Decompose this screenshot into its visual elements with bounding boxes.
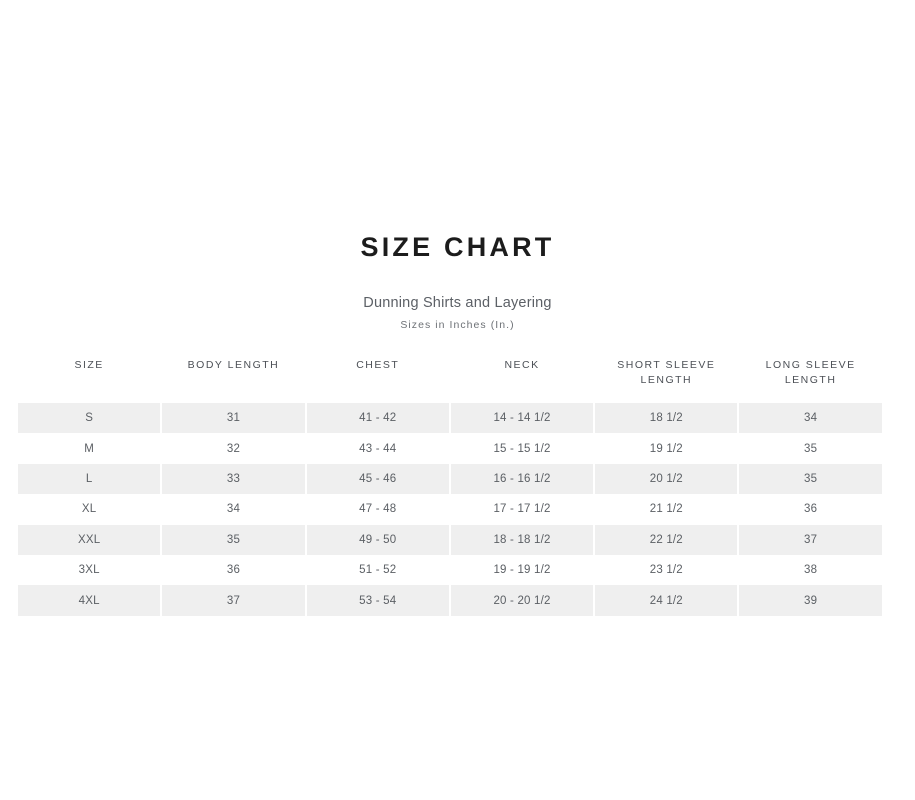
measurement-cell: 33 [161, 463, 306, 495]
measurement-cell: 35 [161, 524, 306, 555]
measurement-cell: 15 - 15 1/2 [449, 433, 595, 464]
table-row: 3XL 36 51 - 52 19 - 19 1/2 23 1/2 38 [17, 554, 883, 586]
table-row: L 33 45 - 46 16 - 16 1/2 20 1/2 35 [17, 463, 883, 495]
measurement-cell: 37 [161, 585, 306, 616]
measurement-cell: 18 - 18 1/2 [449, 524, 595, 555]
size-label-cell: XXL [17, 524, 162, 555]
measurement-cell: 17 - 17 1/2 [449, 494, 595, 525]
column-header: NECK [504, 359, 540, 371]
page-title: SIZE CHART [360, 232, 555, 262]
measurement-cell: 19 1/2 [594, 433, 739, 464]
measurement-cell: 34 [161, 494, 306, 525]
size-chart-container: SIZE CHART Dunning Shirts and Layering S… [0, 0, 915, 616]
table-body: S 31 41 - 42 14 - 14 1/2 18 1/2 34 M 32 43 - 44 1… [17, 403, 883, 616]
measurement-cell: 49 - 50 [305, 524, 450, 555]
measurement-cell: 21 1/2 [594, 494, 739, 525]
measurement-cell: 14 - 14 1/2 [449, 403, 595, 434]
size-label-cell: M [17, 433, 162, 464]
table-row: XL 34 47 - 48 17 - 17 1/2 21 1/2 36 [17, 494, 883, 525]
column-header: SHORT SLEEVE LENGTH [617, 359, 716, 386]
measurement-cell: 20 1/2 [594, 463, 739, 495]
size-label-cell: 4XL [17, 585, 162, 616]
chart-units-note: Sizes in Inches (In.) [400, 319, 515, 332]
measurement-cell: 24 1/2 [594, 585, 739, 616]
measurement-cell: 16 - 16 1/2 [449, 463, 595, 495]
measurement-cell: 37 [738, 524, 883, 555]
table-header-row: SIZE BODY LENGTH CHEST NECK SHORT SLEEVE LEN… [17, 355, 883, 403]
measurement-cell: 20 - 20 1/2 [449, 585, 595, 616]
measurement-cell: 35 [738, 463, 883, 495]
measurement-cell: 23 1/2 [594, 554, 739, 586]
measurement-cell: 36 [738, 494, 883, 525]
measurement-cell: 18 1/2 [594, 403, 739, 434]
size-label-cell: XL [17, 494, 162, 525]
column-header: CHEST [356, 359, 400, 371]
measurement-cell: 38 [738, 554, 883, 586]
column-header: LONG SLEEVE LENGTH [765, 359, 856, 386]
measurement-cell: 41 - 42 [305, 403, 450, 434]
table-row: S 31 41 - 42 14 - 14 1/2 18 1/2 34 [17, 403, 883, 434]
size-label-cell: S [17, 403, 162, 434]
table-row: 4XL 37 53 - 54 20 - 20 1/2 24 1/2 39 [17, 585, 883, 616]
size-chart-table: SIZE BODY LENGTH CHEST NECK SHORT SLEEVE LEN… [17, 355, 883, 616]
chart-subtitle: Dunning Shirts and Layering [363, 295, 552, 312]
table-row: M 32 43 - 44 15 - 15 1/2 19 1/2 35 [17, 433, 883, 464]
table-row: XXL 35 49 - 50 18 - 18 1/2 22 1/2 37 [17, 524, 883, 555]
measurement-cell: 34 [738, 403, 883, 434]
column-header: BODY LENGTH [187, 359, 280, 371]
chart-heading: SIZE CHART Dunning Shirts and Layering S… [0, 0, 915, 332]
measurement-cell: 45 - 46 [305, 463, 450, 495]
measurement-cell: 32 [161, 433, 306, 464]
measurement-cell: 35 [738, 433, 883, 464]
measurement-cell: 22 1/2 [594, 524, 739, 555]
measurement-cell: 31 [161, 403, 306, 434]
measurement-cell: 19 - 19 1/2 [449, 554, 595, 586]
measurement-cell: 39 [738, 585, 883, 616]
size-label-cell: 3XL [17, 554, 162, 586]
measurement-cell: 53 - 54 [305, 585, 450, 616]
measurement-cell: 47 - 48 [305, 494, 450, 525]
measurement-cell: 51 - 52 [305, 554, 450, 586]
column-header: SIZE [74, 359, 104, 371]
measurement-cell: 36 [161, 554, 306, 586]
measurement-cell: 43 - 44 [305, 433, 450, 464]
size-label-cell: L [17, 463, 162, 495]
